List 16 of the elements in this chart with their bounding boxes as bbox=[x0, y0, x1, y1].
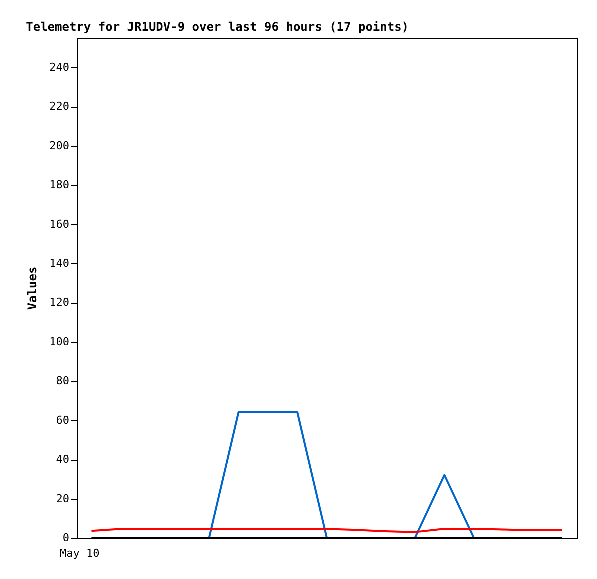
chart-title: Telemetry for JR1UDV-9 over last 96 hours (17 points) bbox=[26, 20, 410, 34]
y-tick-label: 60 bbox=[56, 414, 70, 427]
y-tick-label: 20 bbox=[56, 492, 70, 506]
y-tick-label: 240 bbox=[50, 60, 70, 74]
y-tick-label: 140 bbox=[50, 256, 70, 270]
y-tick-label: 0 bbox=[62, 532, 70, 544]
y-tick-label: 100 bbox=[50, 335, 70, 348]
y-tick-label: 200 bbox=[50, 139, 70, 152]
y-tick-label: 180 bbox=[50, 178, 70, 192]
y-tick-label: 160 bbox=[50, 218, 70, 231]
y-tick-label: 220 bbox=[50, 100, 70, 114]
y-tick-label: 40 bbox=[56, 453, 70, 466]
text: May 10 bbox=[60, 547, 100, 560]
y-axis-title: Values bbox=[26, 266, 40, 310]
y-tick-label: 120 bbox=[50, 296, 70, 310]
y-tick-label: 80 bbox=[56, 374, 70, 388]
